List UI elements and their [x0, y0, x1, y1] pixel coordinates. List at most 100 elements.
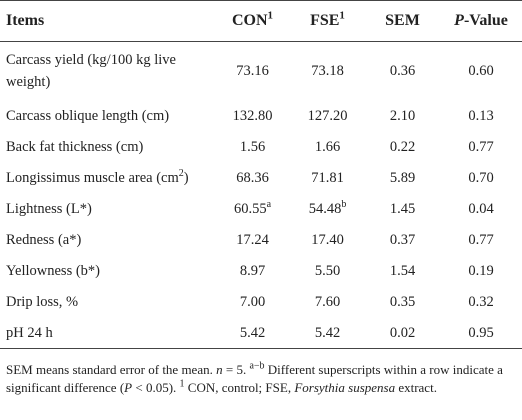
superscript: 2	[178, 167, 184, 179]
value-cell: 2.10	[365, 100, 440, 131]
value-cell: 0.22	[365, 131, 440, 162]
value-cell: 0.95	[440, 317, 522, 349]
value-cell: 127.20	[290, 100, 365, 131]
footnote-text: < 0.05).	[132, 380, 180, 395]
row-label: Redness (a*)	[0, 224, 215, 255]
footnote-text: = 5.	[222, 362, 250, 377]
value-cell: 71.81	[290, 162, 365, 193]
cell-text: 0.04	[468, 200, 494, 217]
cell-text: 17.24	[236, 231, 269, 248]
footnote-text: extract.	[395, 380, 437, 395]
superscript: 1	[339, 9, 345, 22]
value-cell: 0.04	[440, 193, 522, 224]
cell-text: 0.32	[468, 293, 494, 310]
cell-text: 73.16	[236, 63, 269, 79]
value-cell: 8.97	[215, 255, 290, 286]
cell-text: 7.60	[314, 293, 341, 310]
value-cell: 0.77	[440, 224, 522, 255]
cell-text: 5.42	[314, 324, 341, 341]
cell-text: 60.55	[233, 200, 267, 217]
value-cell: 7.00	[215, 286, 290, 317]
footnote-text: CON, control; FSE,	[184, 380, 295, 395]
cell-text: 0.19	[468, 262, 494, 279]
italic-text: P	[454, 12, 464, 29]
cell-text: 127.20	[307, 107, 348, 124]
row-label: Yellowness (b*)	[0, 255, 215, 286]
value-cell: 1.45	[365, 193, 440, 224]
footnote-text: SEM means standard error of the mean.	[6, 362, 217, 377]
cell-text: -Value	[463, 12, 508, 29]
cell-text: 0.35	[389, 293, 416, 310]
cell-text: 7.00	[239, 293, 266, 310]
cell-text: 8.97	[239, 262, 266, 279]
row-label: Carcass yield (kg/100 kg live weight)	[0, 42, 215, 101]
footnote: SEM means standard error of the mean. n …	[6, 361, 516, 397]
value-cell: 132.80	[215, 100, 290, 131]
footnote-text: a−b	[249, 360, 265, 372]
cell-text: FSE	[310, 12, 340, 29]
cell-text: Longissimus muscle area (cm	[6, 169, 179, 186]
cell-text: SEM	[385, 12, 420, 29]
cell-text: 1.66	[314, 138, 341, 155]
cell-text: 0.02	[389, 324, 416, 341]
cell-text: 132.80	[232, 107, 273, 124]
cell-text: 5.89	[389, 169, 416, 186]
value-cell: 5.42	[290, 317, 365, 349]
value-cell: 7.60	[290, 286, 365, 317]
header-cell: FSE1	[290, 0, 365, 42]
value-cell: 54.48b	[290, 193, 365, 224]
value-cell: 0.60	[440, 42, 522, 101]
cell-text: Back fat thickness (cm)	[6, 138, 144, 155]
value-cell: 60.55a	[215, 193, 290, 224]
cell-text: 0.60	[468, 63, 494, 79]
cell-text: Carcass oblique length (cm)	[6, 107, 170, 124]
cell-text: pH 24 h	[6, 324, 53, 341]
header-cell: Items	[0, 0, 215, 42]
cell-text: 71.81	[311, 169, 344, 186]
table-row: Longissimus muscle area (cm2) 68.36 71.81 5…	[0, 162, 522, 193]
cell-text: 1.45	[389, 200, 416, 217]
table-row: Redness (a*) 17.24 17.40 0.37 0.77	[0, 224, 522, 255]
cell-text: )	[183, 169, 189, 186]
footnote-text: Different superscripts within a row indi…	[6, 362, 503, 395]
superscript: a	[266, 198, 272, 210]
value-cell: 68.36	[215, 162, 290, 193]
value-cell: 0.37	[365, 224, 440, 255]
value-cell: 1.56	[215, 131, 290, 162]
cell-text: 2.10	[389, 107, 416, 124]
cell-text: CON	[231, 12, 268, 29]
cell-text: 0.37	[389, 231, 416, 248]
row-label: Longissimus muscle area (cm2)	[0, 162, 215, 193]
cell-text: 68.36	[236, 169, 269, 186]
table-row: pH 24 h 5.42 5.42 0.02 0.95	[0, 317, 522, 349]
value-cell: 5.50	[290, 255, 365, 286]
value-cell: 17.24	[215, 224, 290, 255]
value-cell: 17.40	[290, 224, 365, 255]
table-row: Drip loss, % 7.00 7.60 0.35 0.32	[0, 286, 522, 317]
header-row: Items CON1 FSE1 SEM P-Value	[0, 0, 522, 42]
cell-text: 1.56	[239, 138, 266, 155]
row-label: Carcass oblique length (cm)	[0, 100, 215, 131]
value-cell: 73.18	[290, 42, 365, 101]
table-body: Carcass yield (kg/100 kg live weight) 73.…	[0, 42, 522, 349]
cell-text: 0.95	[468, 324, 494, 341]
value-cell: 5.89	[365, 162, 440, 193]
table-row: Carcass oblique length (cm) 132.80 127.20 2…	[0, 100, 522, 131]
header-cell: CON1	[215, 0, 290, 42]
cell-text: Lightness (L*)	[6, 200, 92, 217]
value-cell: 0.35	[365, 286, 440, 317]
cell-text: Drip loss, %	[6, 293, 79, 310]
cell-text: 17.40	[311, 231, 344, 248]
cell-text: 1.54	[389, 262, 416, 279]
value-cell: 0.02	[365, 317, 440, 349]
cell-text: 0.22	[389, 138, 416, 155]
value-cell: 1.54	[365, 255, 440, 286]
value-cell: 0.77	[440, 131, 522, 162]
row-label: Back fat thickness (cm)	[0, 131, 215, 162]
cell-text: Items	[6, 12, 45, 29]
cell-text: 0.70	[468, 169, 494, 186]
header-cell: SEM	[365, 0, 440, 42]
table-row: Carcass yield (kg/100 kg live weight) 73.…	[0, 42, 522, 101]
cell-text: Redness (a*)	[6, 231, 82, 248]
